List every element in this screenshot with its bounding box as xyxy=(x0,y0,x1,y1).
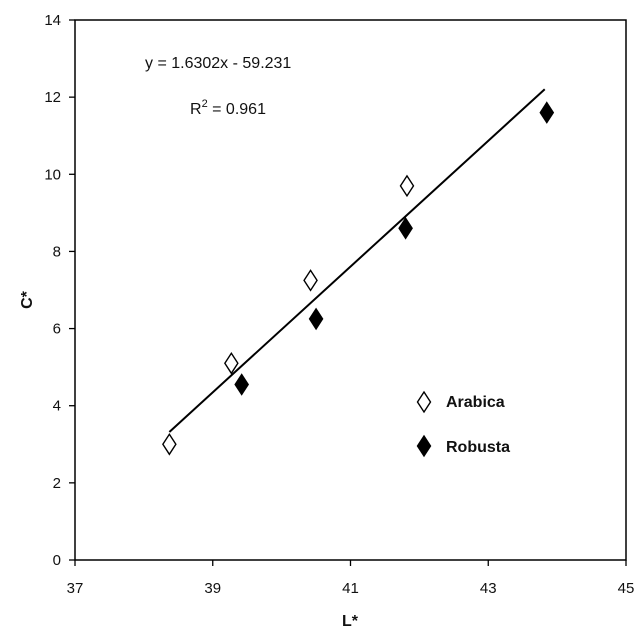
legend: Arabica Robusta xyxy=(416,390,510,458)
trend-line xyxy=(168,88,546,433)
plot-area-border xyxy=(74,19,627,561)
legend-label-arabica: Arabica xyxy=(446,394,505,411)
legend-label-robusta: Robusta xyxy=(446,439,510,456)
data-points xyxy=(162,101,555,456)
r-squared-label: R2 = 0.961 xyxy=(190,98,266,118)
robusta-point xyxy=(539,101,555,124)
y-tick-label: 10 xyxy=(44,166,61,183)
x-axis-title: L* xyxy=(342,613,359,629)
arabica-point xyxy=(162,433,177,456)
arabica-point xyxy=(399,174,415,198)
axis-ticks: 37 39 41 43 45 0 2 4 6 8 10 12 14 xyxy=(44,12,634,597)
legend-marker-robusta xyxy=(416,434,432,458)
x-tick-label: 45 xyxy=(618,580,635,597)
robusta-point xyxy=(308,307,324,331)
arabica-point xyxy=(224,352,239,375)
x-tick-label: 37 xyxy=(67,580,84,597)
x-tick-label: 43 xyxy=(480,580,497,597)
y-axis-title: C* xyxy=(19,290,36,309)
y-tick-label: 6 xyxy=(53,321,61,338)
x-tick-label: 39 xyxy=(204,580,221,597)
y-tick-label: 0 xyxy=(53,552,61,569)
robusta-point xyxy=(398,217,413,240)
y-tick-label: 14 xyxy=(44,12,61,29)
y-tick-label: 12 xyxy=(44,89,61,106)
y-tick-label: 8 xyxy=(53,243,61,260)
regression-equation: y = 1.6302x - 59.231 xyxy=(145,55,291,72)
robusta-point xyxy=(234,373,250,396)
y-tick-label: 2 xyxy=(53,475,61,492)
legend-marker-arabica xyxy=(416,390,432,414)
y-tick-label: 4 xyxy=(53,398,61,415)
arabica-point xyxy=(303,269,318,292)
x-tick-label: 41 xyxy=(342,580,359,597)
